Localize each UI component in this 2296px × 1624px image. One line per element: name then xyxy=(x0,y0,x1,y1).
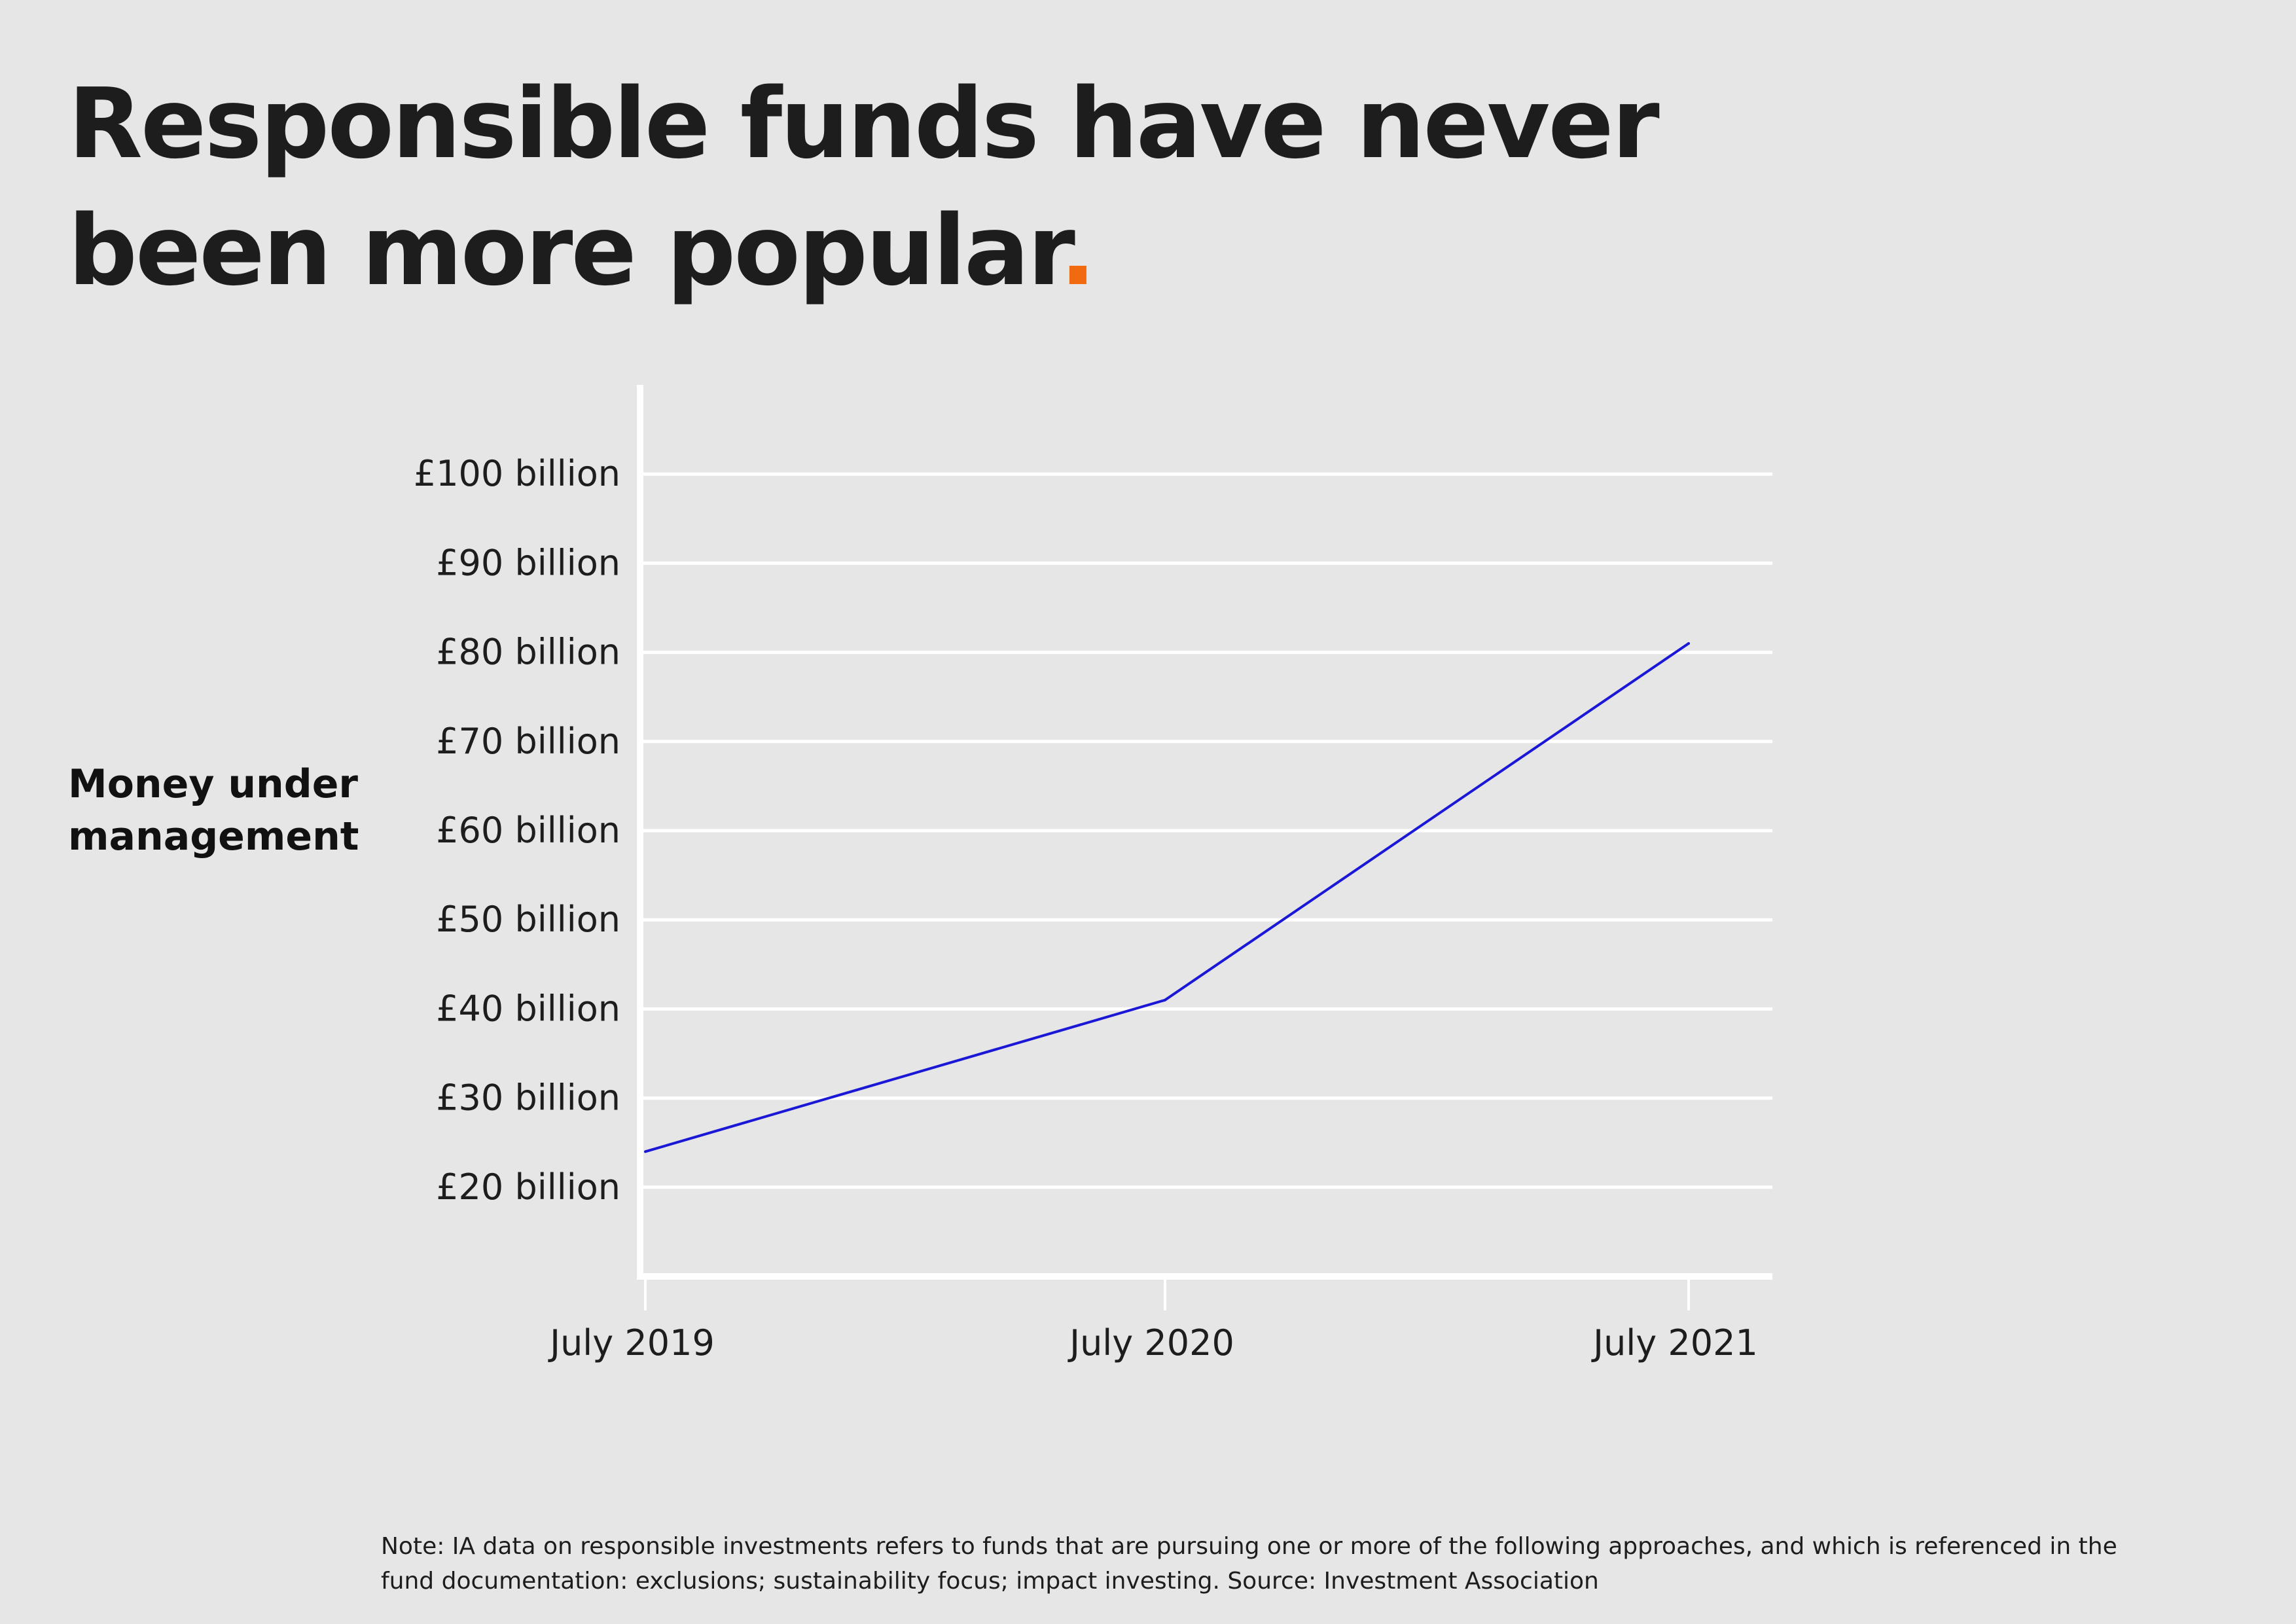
tick-labels: £20 billion £30 billion £40 billion £50 bil… xyxy=(414,453,1758,1363)
y-tick-label: £100 billion xyxy=(414,453,620,494)
data-point xyxy=(1687,641,1690,645)
y-tick-label: £80 billion xyxy=(436,632,620,673)
x-tick-label: July 2021 xyxy=(1591,1322,1758,1363)
data-point xyxy=(1164,998,1166,1001)
y-tick-label: £40 billion xyxy=(436,988,620,1029)
x-tick-label: July 2019 xyxy=(548,1322,715,1363)
y-axis-title: Money under management xyxy=(68,761,359,859)
data-point xyxy=(644,1150,647,1153)
chart-title: Responsible funds have never been more p… xyxy=(68,60,1901,314)
source-note: Note: IA data on responsible investments… xyxy=(381,1533,2117,1595)
series-lines xyxy=(644,641,1690,1153)
title-accent-dot: . xyxy=(1059,194,1096,307)
y-tick-label: £30 billion xyxy=(436,1077,620,1119)
axes xyxy=(637,385,1772,1310)
y-tick-label: £20 billion xyxy=(436,1166,620,1208)
y-tick-label: £50 billion xyxy=(436,899,620,940)
y-tick-label: £60 billion xyxy=(436,810,620,851)
series-line xyxy=(645,642,1690,1153)
chart-title-text: Responsible funds have never been more p… xyxy=(68,67,1660,307)
x-tick-label: July 2020 xyxy=(1067,1322,1234,1363)
y-tick-label: £70 billion xyxy=(436,721,620,762)
y-tick-label: £90 billion xyxy=(436,542,620,583)
gridlines xyxy=(640,472,1772,1189)
